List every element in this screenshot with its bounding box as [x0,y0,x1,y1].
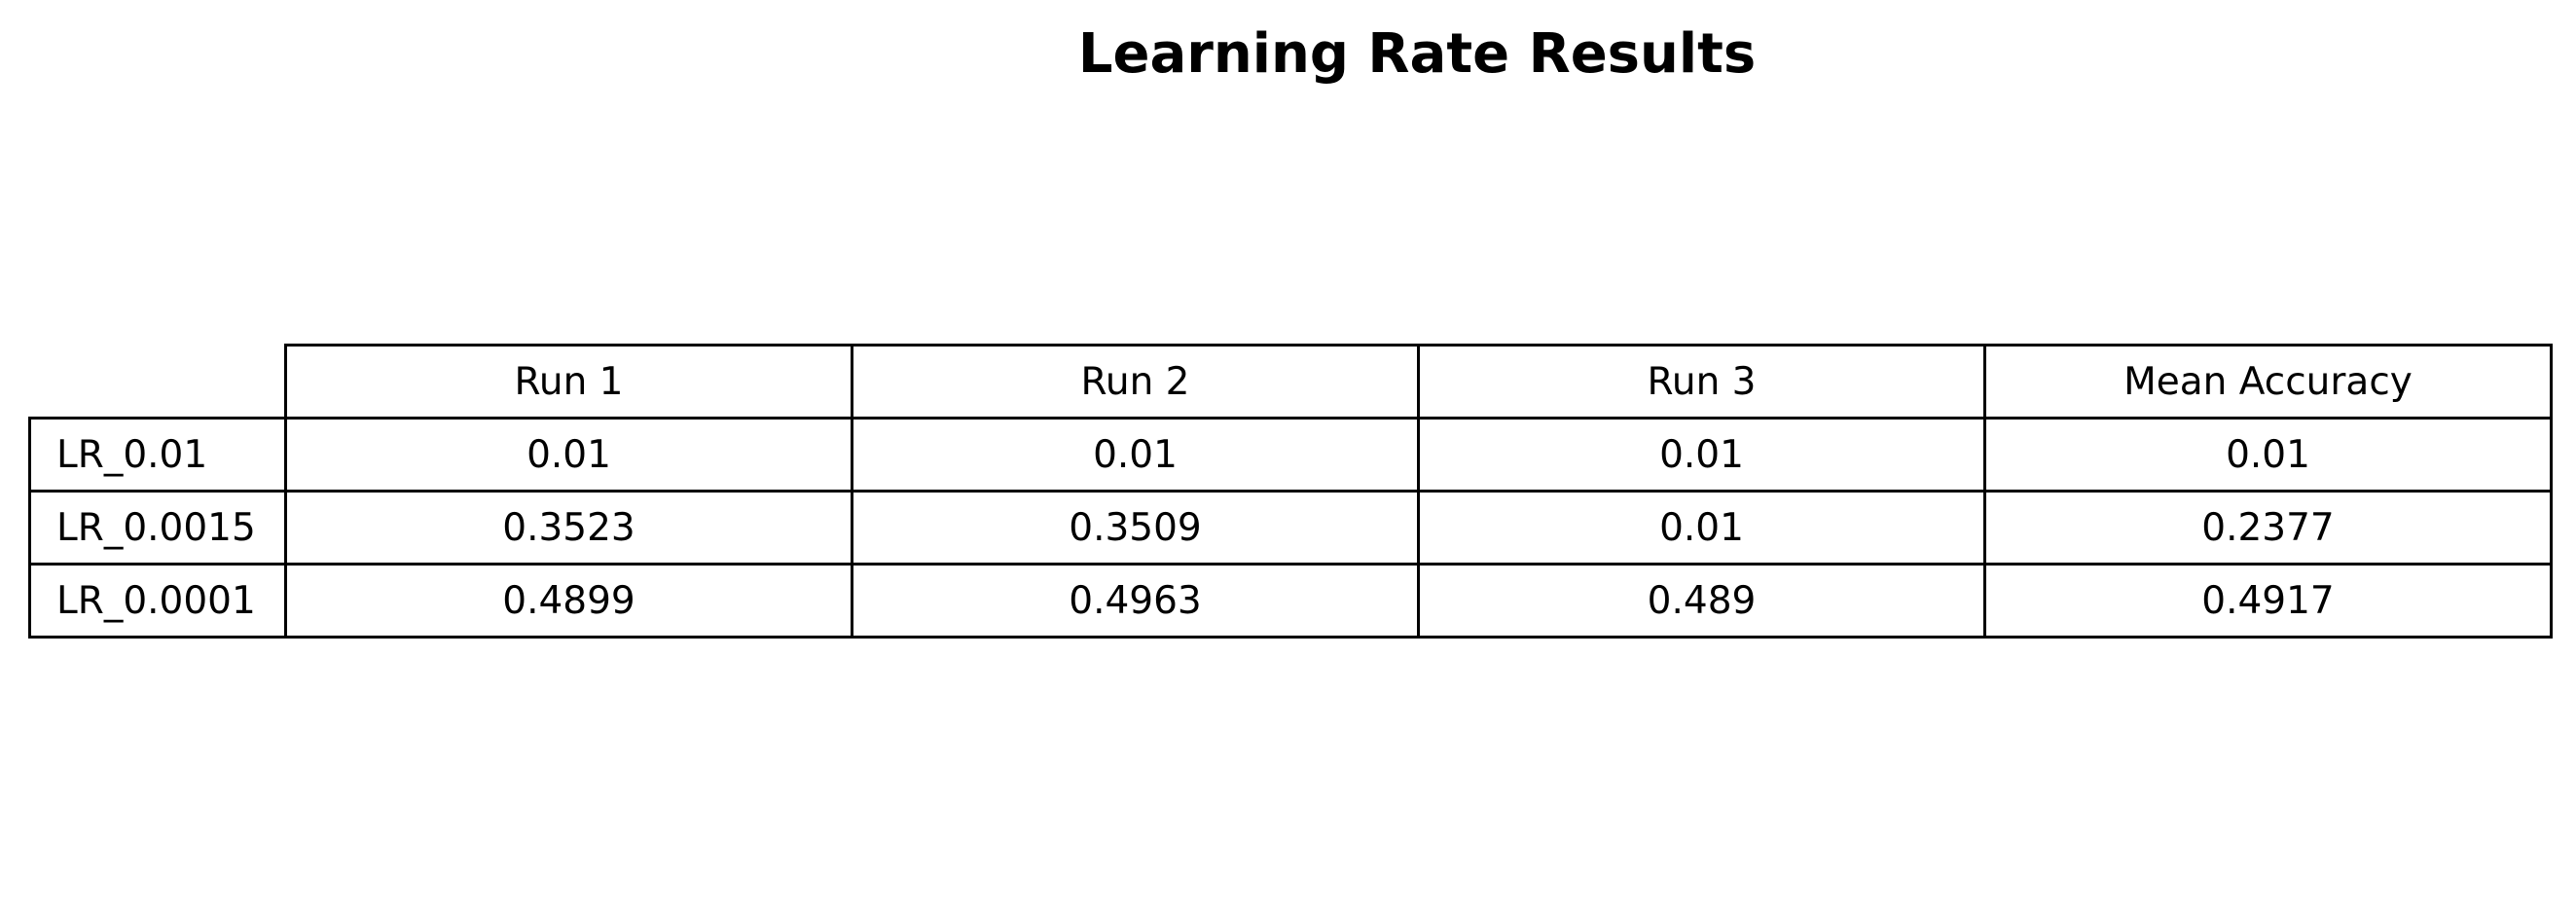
table-row: LR_0.0015 0.3523 0.3509 0.01 0.2377 [28,490,2553,566]
row-label: LR_0.01 [28,417,287,493]
table-cell: 0.3509 [851,490,1420,566]
table-cell: 0.01 [284,417,853,493]
table-cell: 0.4963 [851,563,1420,639]
column-header-run-1: Run 1 [284,344,853,420]
table-cell: 0.3523 [284,490,853,566]
table-cell: 0.01 [1417,490,1986,566]
table-cell: 0.01 [851,417,1420,493]
table-cell: 0.4899 [284,563,853,639]
row-label: LR_0.0001 [28,563,287,639]
table-cell: 0.01 [1417,417,1986,493]
table-cell: 0.2377 [1983,490,2553,566]
corner-cell [29,345,287,420]
column-header-run-2: Run 2 [851,344,1420,420]
column-header-mean-accuracy: Mean Accuracy [1983,344,2553,420]
table-cell: 0.4917 [1983,563,2553,639]
table-cell: 0.489 [1417,563,1986,639]
table-title: Learning Rate Results [1077,22,1757,86]
table-cell: 0.01 [1983,417,2553,493]
table-row: LR_0.01 0.01 0.01 0.01 0.01 [28,417,2553,493]
column-header-run-3: Run 3 [1417,344,1986,420]
results-table: Run 1 Run 2 Run 3 Mean Accuracy LR_0.01 … [28,344,2553,639]
header-row: Run 1 Run 2 Run 3 Mean Accuracy [29,344,2553,420]
table-row: LR_0.0001 0.4899 0.4963 0.489 0.4917 [28,563,2553,639]
row-label: LR_0.0015 [28,490,287,566]
